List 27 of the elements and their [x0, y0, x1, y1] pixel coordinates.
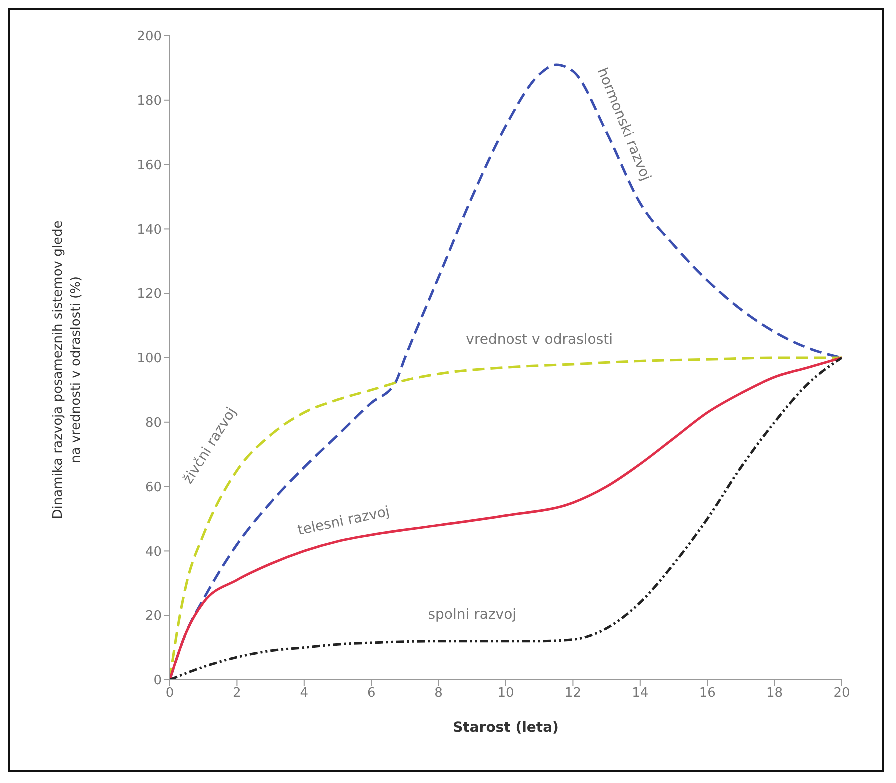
- y-tick-label: 120: [137, 287, 162, 302]
- x-tick-label: 10: [498, 686, 514, 702]
- y-tick-label: 40: [145, 544, 162, 560]
- y-tick-label: 0: [154, 674, 162, 689]
- annotation: vrednost v odraslosti: [466, 332, 614, 348]
- series-label: spolni razvoj: [428, 606, 517, 623]
- x-tick-label: 2: [233, 686, 242, 702]
- y-tick-label: 160: [137, 158, 162, 174]
- y-tick-label: 140: [137, 222, 162, 238]
- y-tick-label: 100: [137, 352, 162, 367]
- x-axis-title: Starost (leta): [453, 720, 559, 736]
- x-tick-label: 0: [166, 686, 174, 702]
- x-tick-label: 4: [300, 686, 309, 702]
- x-tick-label: 14: [632, 686, 649, 702]
- y-tick-label: 180: [137, 94, 162, 110]
- y-tick-label: 80: [145, 416, 162, 432]
- y-tick-label: 20: [145, 609, 162, 624]
- x-tick-label: 8: [434, 686, 443, 702]
- x-tick-label: 16: [699, 686, 716, 702]
- x-tick-label: 12: [564, 686, 582, 702]
- x-tick-label: 18: [766, 686, 784, 702]
- text: telesni razvoj: [296, 504, 392, 540]
- y-tick-label: 200: [137, 30, 162, 45]
- x-tick-label: 20: [834, 686, 850, 702]
- y-tick-label: 60: [145, 480, 162, 496]
- y-axis-title: Dinamika razvoja posameznih sistemov glede na vrednosti v odraslosti (%): [51, 220, 84, 520]
- x-tick-label: 6: [367, 686, 376, 702]
